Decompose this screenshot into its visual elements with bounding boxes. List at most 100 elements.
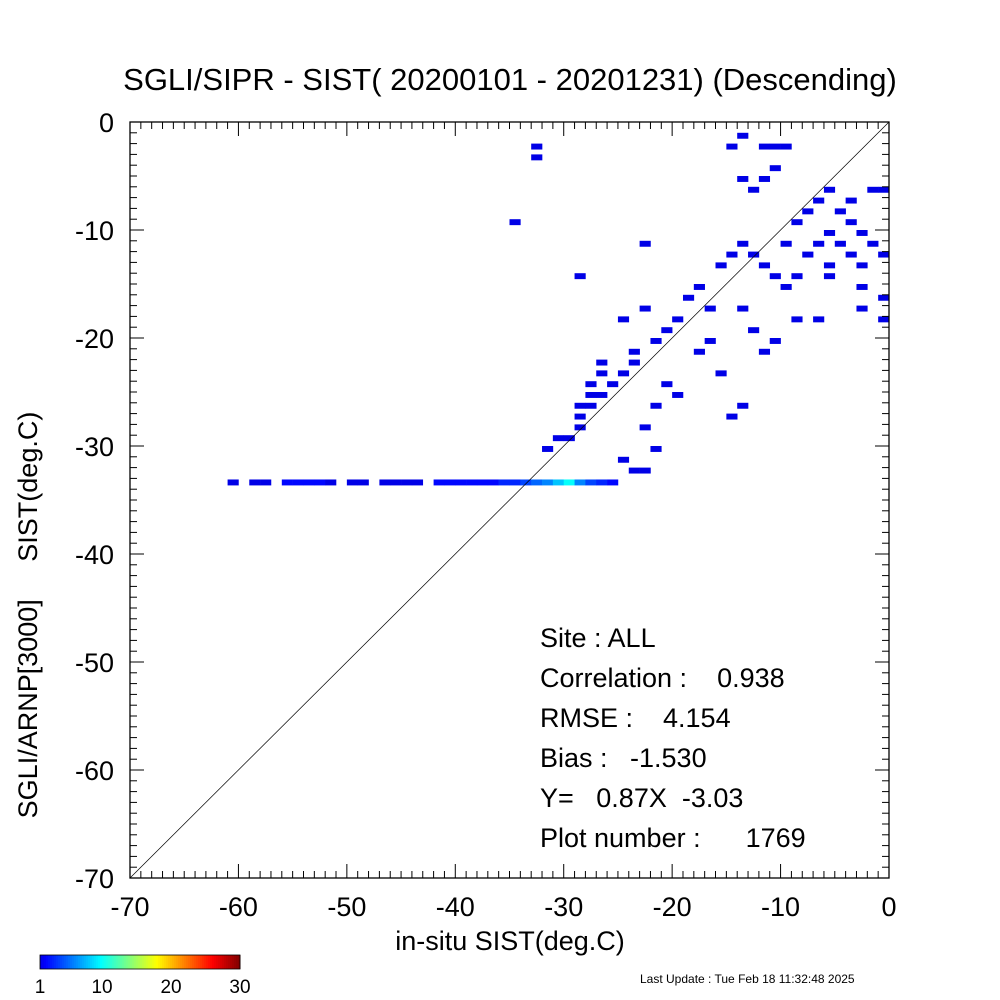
density-cell bbox=[628, 359, 640, 366]
colorbar-segment bbox=[76, 955, 79, 969]
density-cell bbox=[856, 262, 868, 269]
stat-line: Plot number : 1769 bbox=[540, 823, 806, 853]
density-cell bbox=[737, 132, 749, 139]
density-cell bbox=[292, 479, 304, 486]
density-cell bbox=[823, 186, 836, 193]
stat-line: Correlation : 0.938 bbox=[540, 663, 785, 693]
colorbar-segment bbox=[174, 955, 177, 969]
colorbar-segment bbox=[210, 955, 213, 969]
y-tick-label: -50 bbox=[75, 648, 114, 678]
colorbar-segment bbox=[208, 955, 211, 969]
y-tick-label: -30 bbox=[75, 432, 114, 462]
stat-line: Y= 0.87X -3.03 bbox=[540, 783, 743, 813]
density-cell bbox=[813, 240, 825, 247]
colorbar-segment bbox=[178, 955, 181, 969]
x-tick-label: -60 bbox=[219, 892, 258, 922]
colorbar-segment bbox=[156, 955, 159, 969]
colorbar-segment bbox=[166, 955, 169, 969]
density-cell bbox=[444, 479, 456, 486]
axis-ticks bbox=[129, 121, 890, 879]
density-cell bbox=[791, 316, 803, 323]
colorbar: 1 10 20 30 bbox=[35, 954, 251, 998]
colorbar-segment bbox=[172, 955, 175, 969]
colorbar-segment bbox=[126, 955, 129, 969]
colorbar-segment bbox=[230, 955, 233, 969]
density-cell bbox=[520, 479, 532, 486]
density-cell bbox=[574, 402, 586, 409]
density-cell bbox=[596, 359, 608, 366]
density-cell bbox=[531, 143, 543, 150]
density-cell bbox=[542, 479, 554, 486]
x-axis-label: in-situ SIST(deg.C) bbox=[395, 926, 625, 956]
density-cell bbox=[748, 327, 760, 334]
density-cell bbox=[845, 251, 857, 258]
x-tick-label: -50 bbox=[327, 892, 366, 922]
density-cell bbox=[574, 424, 586, 431]
density-cell bbox=[878, 251, 890, 258]
colorbar-segment bbox=[130, 955, 133, 969]
density-cell bbox=[878, 186, 890, 193]
colorbar-segment bbox=[152, 955, 155, 969]
colorbar-segment bbox=[204, 955, 207, 969]
density-cell bbox=[552, 479, 565, 486]
x-tick-label: -20 bbox=[653, 892, 692, 922]
colorbar-segment bbox=[154, 955, 157, 969]
density-cell bbox=[455, 479, 467, 486]
x-tick-label: -40 bbox=[436, 892, 475, 922]
colorbar-segment bbox=[176, 955, 179, 969]
density-cell bbox=[758, 143, 771, 150]
colorbar-segment bbox=[206, 955, 209, 969]
density-cell bbox=[563, 435, 575, 442]
colorbar-segment bbox=[124, 955, 127, 969]
colorbar-segment bbox=[198, 955, 201, 969]
density-cell bbox=[791, 273, 803, 280]
colorbar-segment bbox=[78, 955, 81, 969]
colorbar-segment bbox=[202, 955, 205, 969]
density-cell bbox=[574, 413, 586, 420]
density-cell bbox=[487, 479, 499, 486]
colorbar-segment bbox=[112, 955, 115, 969]
colorbar-segment bbox=[216, 955, 219, 969]
colorbar-segment bbox=[60, 955, 63, 969]
density-cell bbox=[791, 219, 803, 226]
colorbar-segment bbox=[98, 955, 101, 969]
colorbar-segment bbox=[238, 955, 241, 969]
one-to-one-line bbox=[129, 121, 890, 879]
density-cell bbox=[607, 479, 619, 486]
density-cell bbox=[802, 251, 814, 258]
density-cells bbox=[227, 132, 890, 486]
colorbar-segment bbox=[118, 955, 121, 969]
colorbar-segment bbox=[120, 955, 123, 969]
colorbar-segment bbox=[200, 955, 203, 969]
density-cell bbox=[628, 348, 640, 355]
density-cell bbox=[498, 479, 510, 486]
colorbar-segment bbox=[192, 955, 195, 969]
colorbar-segment bbox=[96, 955, 99, 969]
density-cell bbox=[737, 240, 749, 247]
colorbar-segment bbox=[138, 955, 141, 969]
colorbar-segment bbox=[232, 955, 235, 969]
colorbar-segment bbox=[236, 955, 239, 969]
density-cell bbox=[466, 479, 478, 486]
density-cell bbox=[769, 273, 781, 280]
stat-line: Bias : -1.530 bbox=[540, 743, 707, 773]
density-cell bbox=[834, 240, 846, 247]
density-cell bbox=[813, 197, 825, 204]
colorbar-segment bbox=[56, 955, 59, 969]
density-cell bbox=[867, 240, 879, 247]
x-tick-label: -10 bbox=[761, 892, 800, 922]
density-cell bbox=[531, 479, 543, 486]
density-cell bbox=[726, 143, 738, 150]
density-cell bbox=[390, 479, 402, 486]
density-cell bbox=[758, 176, 771, 182]
density-cell bbox=[585, 479, 597, 486]
colorbar-segment bbox=[68, 955, 71, 969]
density-cell bbox=[878, 294, 890, 301]
colorbar-segment bbox=[214, 955, 217, 969]
density-cell bbox=[780, 284, 792, 290]
colorbar-segment bbox=[136, 955, 139, 969]
density-cell bbox=[509, 219, 521, 226]
y-axis-label: SGLI/ARNP[3000] SIST(deg.C) bbox=[13, 412, 43, 819]
colorbar-segment bbox=[170, 955, 173, 969]
density-cell bbox=[227, 479, 239, 486]
